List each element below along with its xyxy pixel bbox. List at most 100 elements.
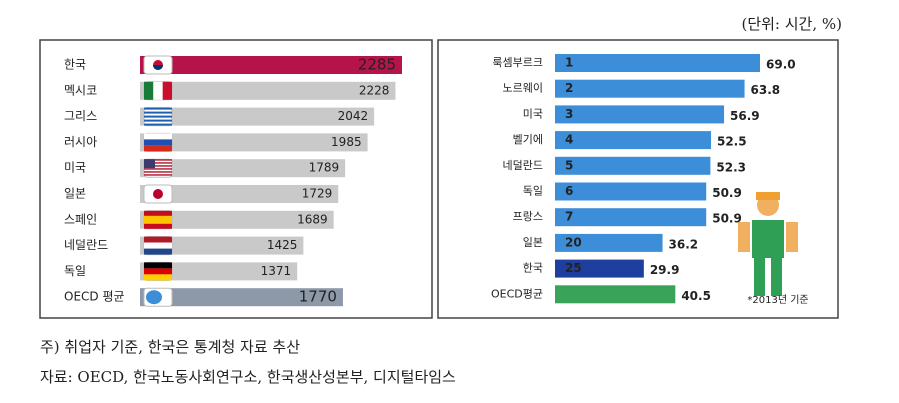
- flag: [144, 145, 172, 152]
- value-label: 2285: [358, 56, 396, 74]
- category-label: 네덜란드: [64, 238, 108, 252]
- flag: [144, 268, 172, 275]
- flag: [144, 171, 172, 173]
- bar: [555, 54, 760, 72]
- category-label: 룩셈부르크: [492, 56, 543, 69]
- bar: [140, 236, 304, 255]
- bar: [140, 56, 402, 74]
- category-label: 프랑스: [513, 210, 543, 223]
- rank-label: 2: [565, 81, 573, 95]
- category-label: 독일: [523, 184, 543, 198]
- category-label: OECD 평균: [64, 290, 125, 304]
- flag: [144, 248, 172, 255]
- value-label: 1729: [302, 187, 333, 201]
- flag: [144, 174, 172, 176]
- rank-label: 3: [565, 107, 573, 121]
- flag: [153, 189, 163, 199]
- category-label: 미국: [523, 107, 543, 120]
- worker-figure: [738, 192, 798, 296]
- flag: [144, 165, 172, 167]
- flag: [162, 81, 172, 100]
- bar: [555, 208, 707, 227]
- flag: [144, 236, 172, 243]
- category-label: 일본: [64, 187, 86, 201]
- flag: [144, 123, 172, 126]
- category-label: 멕시코: [64, 83, 97, 97]
- rank-label: 7: [565, 210, 573, 224]
- value-label: 69.0: [766, 58, 796, 72]
- bar: [555, 182, 707, 201]
- value-label: 1371: [261, 264, 292, 278]
- category-label: 스페인: [64, 212, 97, 226]
- value-label: 1770: [299, 288, 337, 306]
- flag: [144, 168, 172, 170]
- bar: [140, 185, 339, 203]
- category-label: 네덜란드: [503, 159, 543, 172]
- value-label: 63.8: [751, 83, 781, 97]
- category-label: 한국: [64, 58, 86, 72]
- bar: [555, 259, 644, 278]
- value-label: 56.9: [730, 109, 760, 123]
- bar: [555, 233, 663, 252]
- value-label: 29.9: [650, 263, 680, 277]
- bar: [140, 262, 298, 281]
- bar: [140, 81, 396, 100]
- flag: [144, 262, 172, 269]
- category-label: 러시아: [64, 135, 97, 149]
- category-label: 노르웨이: [503, 82, 543, 95]
- value-label: 52.5: [717, 135, 747, 149]
- bar: [555, 156, 711, 175]
- bar: [140, 133, 368, 152]
- value-label: 1425: [267, 238, 298, 252]
- flag: [144, 115, 172, 118]
- bar: [555, 131, 711, 150]
- flag: [153, 81, 163, 100]
- rank-label: 6: [565, 184, 573, 198]
- footnote: 자료: OECD, 한국노동사회연구소, 한국생산성본부, 디지털타임스: [40, 368, 456, 386]
- flag: [146, 290, 162, 305]
- value-label: 2228: [359, 83, 390, 97]
- flag: [144, 159, 172, 161]
- value-label: 50.9: [712, 212, 742, 226]
- bar: [140, 159, 346, 178]
- bar: [140, 107, 375, 126]
- flag: [144, 162, 172, 164]
- flag: [144, 111, 172, 114]
- category-label: 독일: [64, 264, 86, 278]
- rank-label: 1: [565, 56, 573, 70]
- category-label: 그리스: [64, 109, 97, 123]
- value-label: 1985: [331, 135, 362, 149]
- flag: [144, 139, 172, 146]
- bar: [140, 288, 343, 307]
- value-label: 40.5: [681, 289, 711, 303]
- flag: [144, 119, 172, 122]
- flag: [144, 133, 172, 140]
- flag: [153, 65, 163, 70]
- rank-label: 20: [565, 235, 582, 249]
- unit: (단위: 시간, %): [741, 15, 842, 33]
- flag: [144, 81, 154, 100]
- rank-label: 5: [565, 158, 573, 172]
- flag: [144, 274, 172, 281]
- flag: [144, 215, 172, 224]
- bar: [555, 285, 676, 304]
- rank-label: 25: [565, 261, 582, 275]
- value-label: 52.3: [716, 160, 746, 174]
- value-label: 1689: [297, 212, 328, 226]
- value-label: 50.9: [712, 186, 742, 200]
- footnote: 주) 취업자 기준, 한국은 통계청 자료 추산: [40, 338, 300, 356]
- bar: [555, 79, 745, 98]
- bar: [140, 210, 334, 229]
- note: *2013년 기준: [747, 294, 808, 306]
- value-label: 2042: [338, 109, 369, 123]
- category-label: 미국: [64, 161, 86, 175]
- category-label: 일본: [523, 235, 543, 249]
- category-label: 한국: [523, 262, 543, 275]
- category-label: 벨기에: [513, 133, 543, 146]
- value-label: 1789: [309, 161, 340, 175]
- flag: [144, 242, 172, 249]
- category-label: OECD평균: [491, 287, 543, 300]
- flag: [144, 107, 172, 110]
- flag: [144, 159, 155, 169]
